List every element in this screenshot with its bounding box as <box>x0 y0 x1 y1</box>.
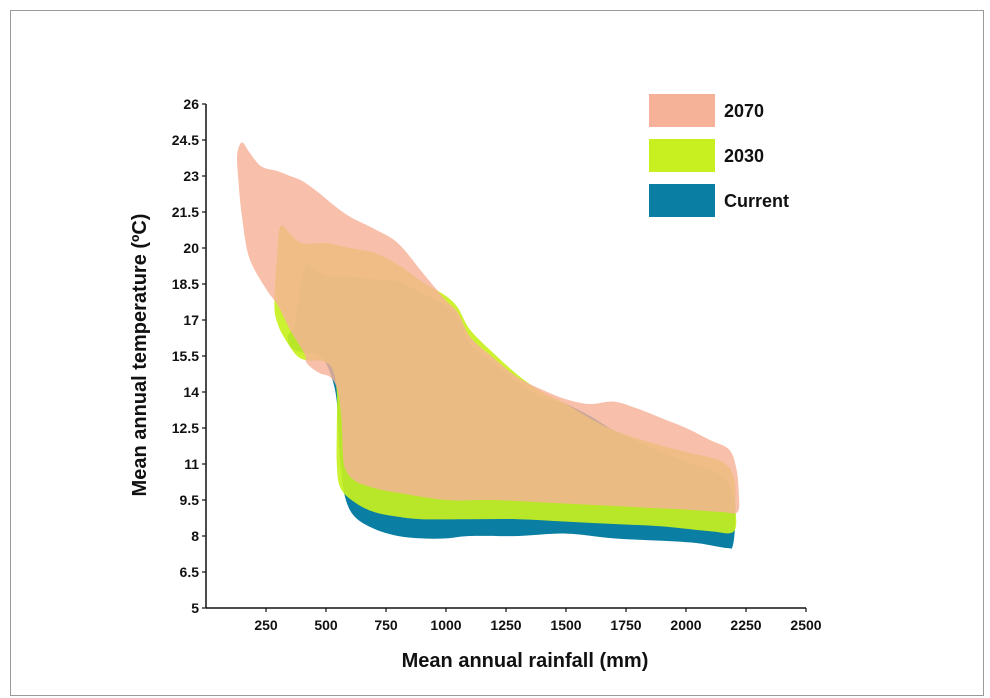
series-layer <box>237 142 740 549</box>
y-tick-label: 20 <box>183 240 199 256</box>
y-tick-label: 5 <box>191 600 199 616</box>
x-tick-label: 2250 <box>730 617 761 633</box>
y-tick-label: 14 <box>183 384 199 400</box>
x-tick-label: 750 <box>374 617 398 633</box>
legend-swatch-2070 <box>649 94 715 127</box>
legend-label-current: Current <box>724 191 789 211</box>
x-tick-label: 1500 <box>550 617 581 633</box>
y-tick-label: 24.5 <box>172 132 199 148</box>
y-tick-label: 11 <box>184 456 199 472</box>
legend-swatch-2030 <box>649 139 715 172</box>
y-tick-label: 26 <box>183 96 199 112</box>
series-area-2070 <box>237 142 740 514</box>
x-tick-label: 250 <box>254 617 278 633</box>
legend-label-2070: 2070 <box>724 101 764 121</box>
y-tick-label: 8 <box>191 528 199 544</box>
x-axis-title: Mean annual rainfall (mm) <box>402 650 649 672</box>
legend-label-2030: 2030 <box>724 146 764 166</box>
ticks-layer: 5 6.5 8 9.5 11 12.5 14 15.5 17 18.5 20 21.5 23 24.5 26… <box>172 96 822 633</box>
legend: 2070 2030 Current <box>649 94 789 217</box>
x-tick-label: 2500 <box>790 617 821 633</box>
legend-swatch-current <box>649 184 715 217</box>
y-tick-label: 12.5 <box>172 420 199 436</box>
y-tick-label: 9.5 <box>180 492 200 508</box>
x-tick-label: 2000 <box>670 617 701 633</box>
y-tick-label: 21.5 <box>172 204 199 220</box>
chart-frame <box>10 10 984 696</box>
y-tick-label: 6.5 <box>180 564 200 580</box>
y-tick-label: 23 <box>183 168 199 184</box>
y-tick-label: 18.5 <box>172 276 199 292</box>
y-tick-label: 15.5 <box>172 348 199 364</box>
x-tick-label: 1750 <box>610 617 641 633</box>
y-axis-title: Mean annual temperature (ºC) <box>129 214 151 497</box>
x-tick-label: 1000 <box>430 617 461 633</box>
x-tick-label: 500 <box>314 617 338 633</box>
x-tick-label: 1250 <box>490 617 521 633</box>
y-tick-label: 17 <box>183 312 199 328</box>
